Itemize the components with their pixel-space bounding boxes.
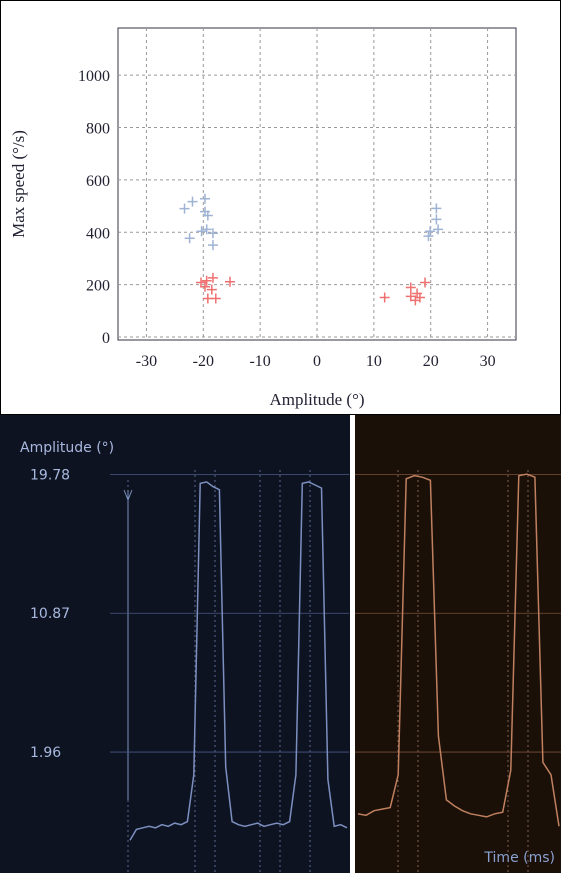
data-point [433, 224, 444, 235]
y-axis-label: Max speed (°/s) [9, 130, 28, 238]
x-tick-label: 30 [480, 353, 496, 370]
data-point [184, 233, 195, 244]
y-tick-label: 600 [86, 173, 110, 190]
time-markers [127, 470, 529, 873]
data-point [201, 275, 212, 286]
data-point [199, 281, 210, 292]
y-tick-label: 400 [86, 225, 110, 242]
y-tick-label: 19.78 [30, 467, 70, 483]
x-axis-label: Time (ms) [483, 850, 555, 866]
x-tick-label: 20 [423, 353, 439, 370]
top-panel [0, 0, 561, 415]
data-point [210, 293, 221, 304]
data-point [379, 292, 390, 303]
data-point [187, 196, 198, 207]
right-panel [355, 415, 561, 873]
y-tick-label: 1.96 [30, 745, 61, 761]
data-point [179, 203, 190, 214]
data-point [414, 292, 425, 303]
data-point [405, 282, 416, 293]
x-tick-label: -20 [193, 353, 214, 370]
y-tick-label: 800 [86, 121, 110, 138]
data-point [202, 210, 213, 221]
y-axis-label: Amplitude (°) [20, 440, 114, 456]
data-point [196, 226, 207, 237]
data-point [207, 228, 218, 239]
data-point [201, 224, 212, 235]
axis-arrow [123, 489, 133, 800]
x-tick-label: 0 [313, 353, 321, 370]
data-point [431, 214, 442, 225]
data-point [423, 231, 434, 242]
trace [129, 481, 348, 841]
left-panel [0, 415, 350, 873]
data-point [431, 203, 442, 214]
data-point [207, 272, 218, 283]
data-point [199, 193, 210, 204]
x-tick-label: -10 [249, 353, 270, 370]
x-axis-label: Amplitude (°) [269, 390, 364, 409]
y-tick-label: 0 [102, 330, 110, 347]
data-point [405, 291, 416, 302]
y-tick-label: 10.87 [30, 606, 70, 622]
data-point [425, 226, 436, 237]
x-tick-label: 10 [366, 353, 382, 370]
data-point [206, 284, 217, 295]
trace [357, 473, 560, 827]
separator [350, 415, 355, 873]
data-point [207, 240, 218, 251]
y-tick-label: 200 [86, 278, 110, 295]
data-point [225, 276, 236, 287]
data-point [420, 277, 431, 288]
y-tick-label: 1000 [78, 68, 110, 85]
x-tick-label: -30 [136, 353, 157, 370]
